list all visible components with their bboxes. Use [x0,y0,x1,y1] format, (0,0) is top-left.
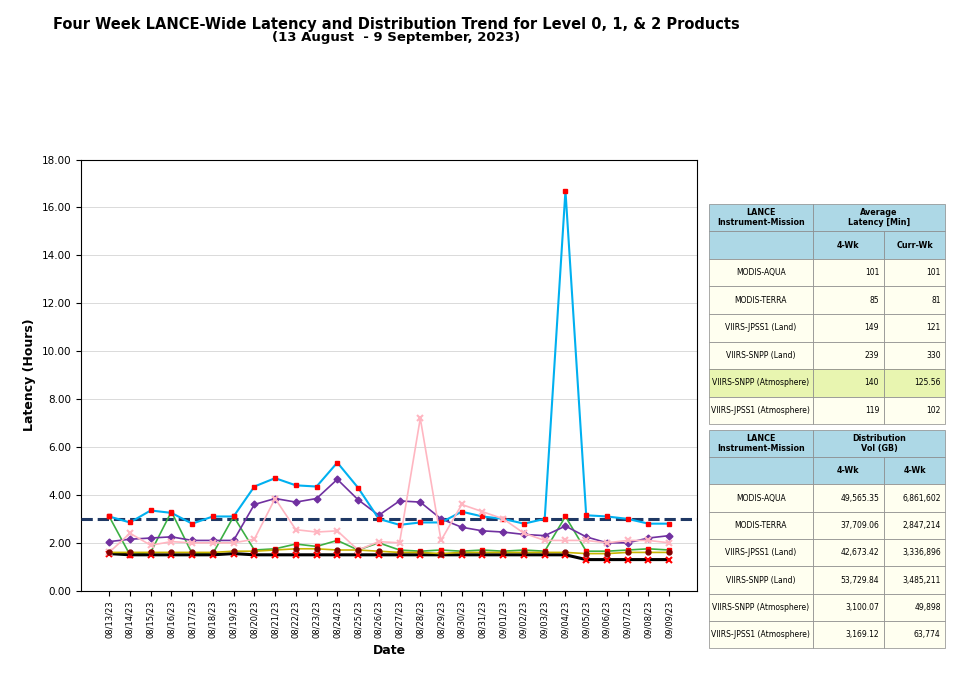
Text: VIIRS-SNPP (Atmosphere): VIIRS-SNPP (Atmosphere) [712,603,809,612]
Text: 140: 140 [864,378,880,388]
Bar [709,259,813,287]
Text: 42,673.42: 42,673.42 [840,548,880,557]
Text: Curr-Wk: Curr-Wk [897,240,933,250]
Text: 4-Wk: 4-Wk [837,466,860,475]
Text: LANCE
Instrument-Mission: LANCE Instrument-Mission [717,208,805,227]
Text: Average
Latency [Min]: Average Latency [Min] [848,208,910,227]
Bar [813,593,884,621]
Text: 4-Wk: 4-Wk [903,466,926,475]
Bar [884,314,945,342]
Text: 49,565.35: 49,565.35 [840,494,880,502]
Bar [709,430,813,457]
Bar [884,287,945,314]
Text: VIIRS-SNPP (Land): VIIRS-SNPP (Land) [726,576,796,585]
Text: Four Week LANCE-Wide Latency and Distribution Trend for Level 0, 1, & 2 Products: Four Week LANCE-Wide Latency and Distrib… [53,17,740,32]
Bar [884,539,945,566]
Text: VIIRS-SNPP (Atmosphere): VIIRS-SNPP (Atmosphere) [712,378,809,388]
Bar [709,621,813,648]
Text: 6,861,602: 6,861,602 [902,494,941,502]
Text: Distribution
Vol (GB): Distribution Vol (GB) [852,434,906,453]
Bar [709,342,813,369]
Text: 37,709.06: 37,709.06 [840,521,880,530]
X-axis label: Date: Date [372,644,406,657]
Text: 119: 119 [865,406,880,415]
Text: 3,336,896: 3,336,896 [902,548,941,557]
Text: VIIRS-JPSS1 (Atmosphere): VIIRS-JPSS1 (Atmosphere) [711,406,810,415]
Text: 3,100.07: 3,100.07 [845,603,880,612]
Text: MODIS-AQUA: MODIS-AQUA [736,494,786,502]
Bar [709,539,813,566]
Bar [813,287,884,314]
Text: 53,729.84: 53,729.84 [840,576,880,585]
Bar [884,369,945,397]
Bar [813,314,884,342]
Bar [813,397,884,424]
Text: MODIS-AQUA: MODIS-AQUA [736,268,786,277]
Bar [709,593,813,621]
Bar [813,566,884,593]
Bar [709,369,813,397]
Text: 63,774: 63,774 [914,630,941,640]
Bar [813,342,884,369]
Text: 121: 121 [926,323,941,332]
Bar [709,204,813,232]
Text: LANCE
Instrument-Mission: LANCE Instrument-Mission [717,434,805,453]
Text: 49,898: 49,898 [914,603,941,612]
Bar [709,512,813,539]
Bar [709,287,813,314]
Bar [709,232,813,259]
Text: 101: 101 [926,268,941,277]
Text: MODIS-TERRA: MODIS-TERRA [734,296,787,305]
Bar [709,485,813,512]
Bar [813,621,884,648]
Text: 3,169.12: 3,169.12 [845,630,880,640]
Text: 239: 239 [864,351,880,360]
Bar [884,485,945,512]
Text: MODIS-TERRA: MODIS-TERRA [734,521,787,530]
Text: 149: 149 [864,323,880,332]
Bar [884,621,945,648]
Bar [813,430,945,457]
Bar [813,204,945,232]
Bar [813,232,884,259]
Text: 101: 101 [865,268,880,277]
Text: VIIRS-JPSS1 (Land): VIIRS-JPSS1 (Land) [725,323,796,332]
Bar [709,314,813,342]
Bar [813,457,884,485]
Text: 330: 330 [926,351,941,360]
Bar [884,457,945,485]
Bar [884,512,945,539]
Bar [813,512,884,539]
Bar [813,259,884,287]
Bar [884,593,945,621]
Text: 81: 81 [931,296,941,305]
Text: 85: 85 [869,296,880,305]
Text: 3,485,211: 3,485,211 [902,576,941,585]
Bar [884,342,945,369]
Bar [884,232,945,259]
Bar [884,397,945,424]
Bar [813,369,884,397]
Bar [884,566,945,593]
Bar [709,397,813,424]
Bar [813,485,884,512]
Text: (13 August  - 9 September, 2023): (13 August - 9 September, 2023) [272,31,520,43]
Text: VIIRS-JPSS1 (Atmosphere): VIIRS-JPSS1 (Atmosphere) [711,630,810,640]
Bar [709,457,813,485]
Text: VIIRS-SNPP (Land): VIIRS-SNPP (Land) [726,351,796,360]
Y-axis label: Latency (Hours): Latency (Hours) [23,319,36,431]
Text: 2,847,214: 2,847,214 [902,521,941,530]
Bar [884,259,945,287]
Text: 4-Wk: 4-Wk [837,240,860,250]
Bar [813,539,884,566]
Bar [709,566,813,593]
Text: VIIRS-JPSS1 (Land): VIIRS-JPSS1 (Land) [725,548,796,557]
Text: 102: 102 [926,406,941,415]
Text: 125.56: 125.56 [914,378,941,388]
